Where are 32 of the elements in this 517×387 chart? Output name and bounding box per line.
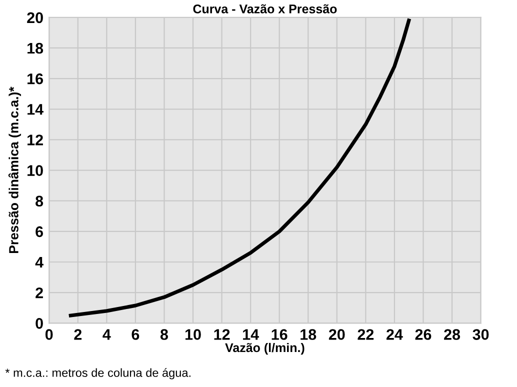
text: * m.c.a.: metros de coluna de água.: [5, 368, 190, 380]
x-tick-label: 12: [214, 329, 230, 340]
y-tick-label: 6: [36, 226, 44, 238]
y-tick-label: 0: [36, 318, 43, 329]
y-tick-label: 12: [28, 134, 43, 146]
x-axis-title: Vazão (l/min.): [225, 342, 304, 355]
y-tick-label: 8: [36, 196, 44, 207]
x-tick-label: 10: [185, 329, 201, 340]
x-tick-label: 28: [444, 329, 460, 340]
y-tick-label: 14: [28, 104, 44, 115]
x-tick-label: 20: [328, 329, 345, 340]
x-tick-label: 0: [45, 329, 53, 340]
chart-title: Curva - Vazão x Pressão: [193, 4, 337, 14]
x-tick-label: 30: [472, 329, 489, 340]
x-tick-label: 6: [132, 329, 140, 340]
y-tick-label: 4: [35, 257, 44, 268]
x-tick-label: 16: [272, 329, 288, 340]
x-tick-label: 4: [102, 329, 111, 340]
y-axis-title: Pressão dinâmica (m.c.a.)*: [8, 86, 22, 253]
y-tick-label: 10: [28, 165, 43, 176]
y-tick-label: 2: [36, 287, 43, 298]
line-series: [68, 18, 411, 318]
x-tick-label: 24: [386, 329, 403, 340]
x-tick-label: 18: [300, 329, 316, 340]
x-tick-label: 2: [74, 329, 82, 340]
y-tick-label: 16: [28, 73, 44, 84]
x-tick-label: 22: [358, 329, 374, 340]
x-tick-label: 8: [160, 329, 168, 340]
x-tick-label: 26: [415, 329, 432, 340]
y-tick-label: 18: [28, 42, 44, 54]
y-tick-label: 20: [27, 12, 43, 24]
x-tick-label: 14: [243, 329, 259, 340]
